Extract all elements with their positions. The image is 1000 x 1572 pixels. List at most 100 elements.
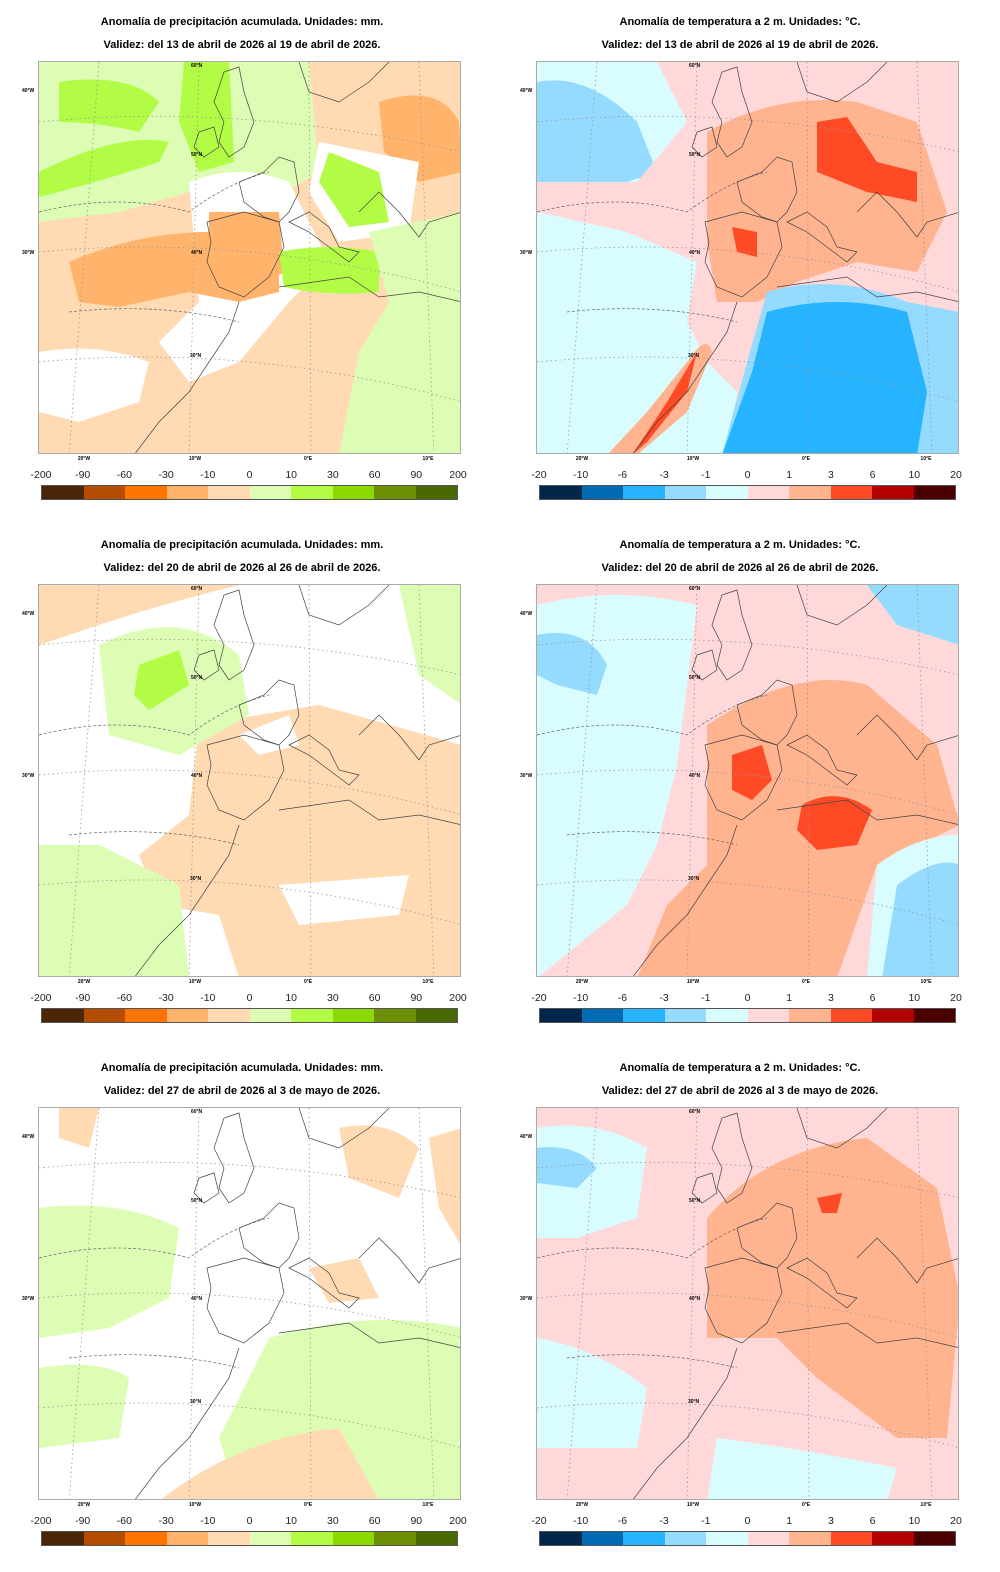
colorbar-tick-label: 10 — [285, 469, 298, 481]
left-axis-label: 30°W — [22, 1296, 35, 1302]
latitude-label: 40°N — [191, 1296, 203, 1302]
colorbar — [41, 485, 458, 500]
colorbar-tick-label: -10 — [573, 469, 589, 481]
latitude-label: 50°N — [191, 675, 203, 681]
colorbar-swatch — [125, 1009, 167, 1022]
panel-title: Anomalía de precipitación acumulada. Uni… — [100, 1062, 384, 1074]
latitude-label: 50°N — [191, 1198, 203, 1204]
colorbar-swatch — [623, 486, 665, 499]
colorbar-tick-label: -30 — [158, 469, 174, 481]
colorbar-swatch — [872, 1009, 914, 1022]
colorbar-tick-label: 30 — [327, 992, 339, 1004]
latitude-label: 40°N — [689, 1296, 701, 1302]
colorbar-tick-label: 0 — [744, 992, 751, 1004]
colorbar-swatch — [208, 1009, 250, 1022]
colorbar-tick-label: -200 — [30, 992, 52, 1004]
colorbar-swatch — [581, 486, 623, 499]
colorbar-tick-label: 0 — [744, 469, 751, 481]
latitude-label: 30°N — [688, 876, 700, 882]
colorbar-swatch — [83, 486, 125, 499]
colorbar-swatch — [706, 1009, 748, 1022]
colorbar-swatch — [83, 1009, 125, 1022]
longitude-label: 10°W — [188, 456, 202, 462]
longitude-label: 20°W — [575, 979, 589, 985]
colorbar-tick-label: -3 — [659, 992, 669, 1004]
left-axis-label: 40°W — [520, 611, 533, 617]
colorbar-tick-label: 0 — [744, 1515, 751, 1527]
longitude-label: 20°W — [77, 1502, 91, 1508]
colorbar-tick-label: -6 — [617, 992, 628, 1004]
latitude-label: 30°N — [688, 1399, 700, 1405]
colorbar-tick-label: -20 — [531, 469, 547, 481]
longitude-label: 0°E — [303, 1502, 313, 1508]
colorbar-tick-label: 0 — [246, 992, 253, 1004]
colorbar-swatch — [42, 486, 84, 499]
precip-anomaly-map — [38, 584, 461, 977]
latitude-label: 40°N — [191, 250, 203, 256]
latitude-label: 50°N — [191, 152, 203, 158]
latitude-label: 60°N — [191, 586, 203, 592]
colorbar-tick-label: -6 — [617, 1515, 628, 1527]
panel-validity: Validez: del 13 de abril de 2026 al 19 d… — [601, 39, 879, 51]
colorbar-swatch — [125, 486, 167, 499]
colorbar-tick-label: 60 — [368, 1515, 381, 1527]
longitude-label: 10°W — [188, 979, 202, 985]
colorbar-tick-label: -3 — [659, 1515, 669, 1527]
colorbar-tick-label: 200 — [449, 1515, 467, 1527]
longitude-label: 20°W — [77, 456, 91, 462]
colorbar-swatch — [42, 1009, 84, 1022]
colorbar-swatch — [789, 486, 831, 499]
colorbar-tick-label: 1 — [786, 469, 793, 481]
colorbar-swatch — [291, 1009, 333, 1022]
colorbar-swatch — [872, 486, 914, 499]
longitude-label: 0°E — [801, 456, 811, 462]
left-axis-label: 40°W — [22, 1134, 35, 1140]
colorbar-swatch — [249, 1532, 291, 1545]
colorbar-tick-label: -1 — [701, 469, 711, 481]
colorbar-swatch — [872, 1532, 914, 1545]
panel-validity: Validez: del 27 de abril de 2026 al 3 de… — [103, 1085, 381, 1097]
longitude-label: 0°E — [303, 456, 313, 462]
longitude-label: 10°W — [188, 1502, 202, 1508]
colorbar — [539, 1008, 956, 1023]
colorbar-tick-label: 30 — [327, 469, 339, 481]
left-axis-label: 30°W — [22, 773, 35, 779]
colorbar-swatch — [830, 1009, 872, 1022]
colorbar-swatch — [913, 1009, 955, 1022]
colorbar-tick-label: 90 — [410, 1515, 423, 1527]
panel-title: Anomalía de temperatura a 2 m. Unidades:… — [619, 539, 861, 551]
colorbar-tick-label: 200 — [449, 469, 467, 481]
colorbar-tick-label: -10 — [200, 1515, 216, 1527]
colorbar-swatch — [747, 486, 789, 499]
colorbar-swatch — [581, 1532, 623, 1545]
latitude-label: 30°N — [190, 1399, 202, 1405]
latitude-label: 40°N — [191, 773, 203, 779]
latitude-label: 60°N — [191, 1109, 203, 1115]
colorbar-swatch — [623, 1532, 665, 1545]
longitude-label: 10°W — [686, 456, 700, 462]
colorbar-tick-label: -10 — [200, 469, 216, 481]
colorbar-tick-label: -10 — [573, 992, 589, 1004]
colorbar-tick-label: -60 — [116, 469, 132, 481]
colorbar-tick-label: -20 — [531, 992, 547, 1004]
colorbar-tick-label: -6 — [617, 469, 628, 481]
colorbar-swatch — [789, 1532, 831, 1545]
colorbar-swatch — [166, 486, 208, 499]
colorbar — [539, 485, 956, 500]
precip-anomaly-map — [38, 61, 461, 454]
colorbar-tick-label: 200 — [449, 992, 467, 1004]
colorbar-tick-label: -10 — [200, 992, 216, 1004]
colorbar-swatch — [291, 486, 333, 499]
colorbar — [41, 1008, 458, 1023]
colorbar-swatch — [913, 486, 955, 499]
colorbar-tick-label: -90 — [75, 469, 91, 481]
colorbar-swatch — [374, 1009, 416, 1022]
latitude-label: 30°N — [688, 353, 700, 359]
precip-panel-2: Anomalía de precipitación acumulada. Uni… — [0, 523, 500, 1046]
colorbar-swatch — [249, 1009, 291, 1022]
precip-panel-3: Anomalía de precipitación acumulada. Uni… — [0, 1046, 500, 1569]
colorbar-tick-label: 1 — [786, 1515, 793, 1527]
left-axis-label: 30°W — [520, 1296, 533, 1302]
panel-validity: Validez: del 20 de abril de 2026 al 26 d… — [103, 562, 381, 574]
colorbar-tick-label: -30 — [158, 1515, 174, 1527]
